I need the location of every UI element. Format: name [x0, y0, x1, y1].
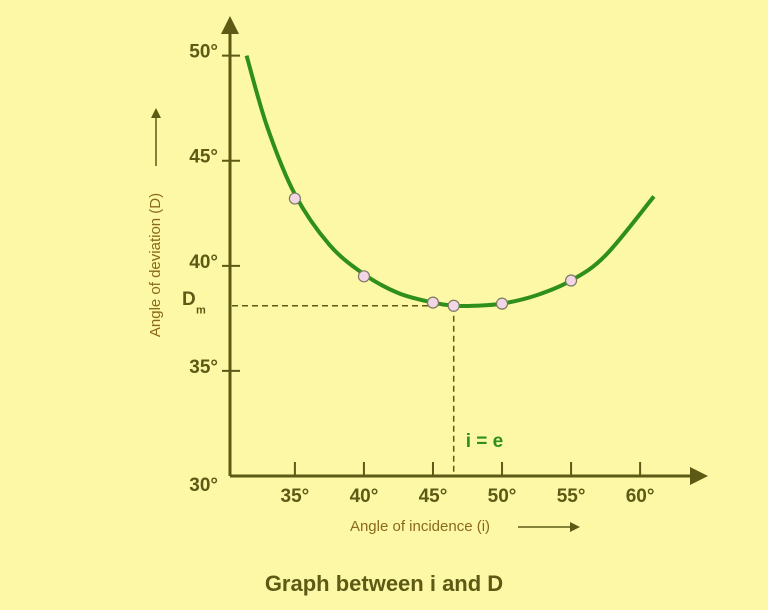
ie-label: i = e — [466, 431, 504, 452]
x-axis-arrow — [690, 467, 708, 485]
x-axis-label: Angle of incidence (i) — [350, 518, 490, 535]
x-tick-label: 55° — [557, 486, 586, 507]
y-tick-label: 45° — [189, 147, 218, 168]
data-point — [288, 192, 301, 205]
dm-label: D — [182, 289, 196, 310]
data-point — [426, 296, 440, 309]
x-tick-label: 50° — [488, 486, 517, 507]
chart-title: Graph between i and D — [265, 571, 503, 596]
data-point — [495, 297, 509, 310]
y-label-arrow-head — [151, 108, 161, 118]
y-tick-label: 50° — [189, 42, 218, 63]
y-tick-label: 30° — [189, 475, 218, 496]
x-tick-label: 35° — [281, 486, 310, 507]
data-point — [447, 299, 460, 312]
y-tick-label: 40° — [189, 252, 218, 273]
data-point — [357, 270, 371, 283]
x-label-arrow-head — [570, 522, 580, 532]
x-tick-label: 60° — [626, 486, 655, 507]
dm-subscript: m — [196, 305, 206, 317]
y-axis-arrow — [221, 16, 239, 34]
data-point — [564, 274, 578, 287]
x-tick-label: 45° — [419, 486, 448, 507]
x-tick-label: 40° — [350, 486, 379, 507]
y-axis-label: Angle of deviation (D) — [147, 193, 164, 337]
y-tick-label: 35° — [189, 357, 218, 378]
